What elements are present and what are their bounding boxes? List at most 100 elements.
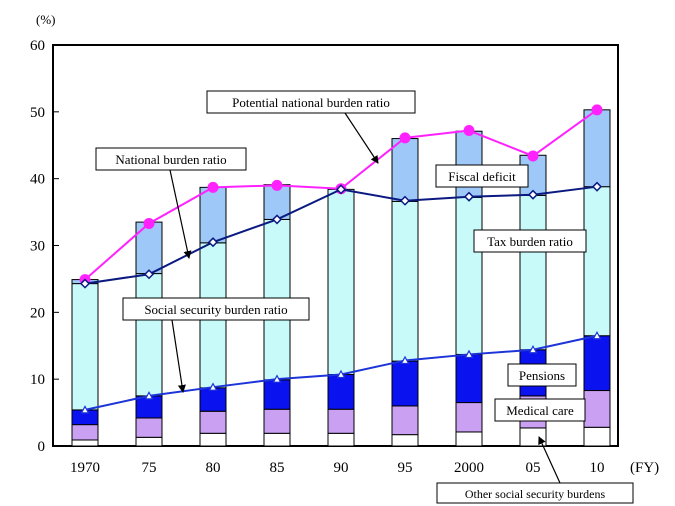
point-national — [463, 191, 475, 202]
y-tick-label: 20 — [30, 305, 45, 321]
social-callout-box — [122, 297, 310, 321]
point-national — [591, 181, 603, 192]
point-potential — [463, 125, 475, 137]
point-social — [272, 374, 282, 383]
bar-segment-deficit — [199, 186, 227, 244]
other-callout-box — [436, 482, 634, 504]
point-social — [400, 355, 410, 365]
bar-segment-medical — [263, 408, 291, 434]
point-social — [592, 330, 602, 340]
x-tick-label: 10 — [590, 460, 605, 476]
y-axis: 0 10 20 30 40 50 60 — [30, 38, 59, 455]
point-potential — [207, 181, 219, 193]
potential-callout-arrow — [344, 112, 379, 164]
y-tick-label: 10 — [30, 372, 45, 388]
point-national — [399, 195, 411, 206]
bar-segment-deficit — [135, 221, 163, 275]
bar-segment-medical — [583, 390, 611, 428]
x-tick-label: 05 — [526, 460, 541, 476]
x-tick-label: 80 — [206, 460, 221, 476]
point-social — [144, 391, 154, 400]
point-potential — [591, 104, 603, 116]
medical-label: Medical care — [506, 403, 574, 418]
tax-label: Tax burden ratio — [487, 234, 573, 249]
point-national — [271, 214, 283, 225]
bar-segment-medical — [199, 410, 227, 434]
national-callout-box — [95, 147, 247, 171]
bar-segment-tax — [519, 194, 547, 351]
x-unit-label: (FY) — [630, 460, 659, 476]
bar-segment-pensions — [391, 360, 419, 407]
point-potential — [271, 179, 283, 191]
point-national — [527, 189, 539, 200]
x-tick-label: 95 — [398, 460, 413, 476]
bar-segment-medical — [391, 405, 419, 436]
bar-segment-medical — [135, 417, 163, 438]
national-callout-label: National burden ratio — [115, 152, 226, 167]
potential-callout-box — [206, 90, 416, 114]
y-tick-label: 0 — [38, 439, 46, 455]
pensions-label: Pensions — [519, 368, 565, 383]
bar-segment-tax — [455, 196, 483, 355]
x-tick-label: 90 — [334, 460, 349, 476]
bar-segment-other — [327, 432, 355, 447]
national-callout-arrow — [169, 169, 192, 259]
point-national — [207, 237, 219, 248]
point-social — [208, 382, 218, 391]
bar-segment-medical — [71, 424, 99, 441]
other-callout-arrow — [538, 436, 561, 484]
bar-segment-tax — [71, 283, 99, 411]
point-social — [464, 349, 474, 359]
point-potential — [143, 217, 155, 229]
y-tick-label: 50 — [30, 105, 45, 121]
point-social — [528, 344, 538, 354]
bar-segment-other — [391, 434, 419, 447]
x-tick-label: 85 — [270, 460, 285, 476]
bar-segment-other — [455, 431, 483, 447]
bar-segment-tax — [327, 188, 355, 375]
x-tick-label: 75 — [142, 460, 157, 476]
bar-segment-medical — [327, 408, 355, 434]
bar-segment-deficit — [583, 109, 611, 188]
bar-segment-deficit — [391, 138, 419, 202]
bar-segment-tax — [583, 186, 611, 337]
point-social — [80, 405, 90, 414]
line-series — [79, 104, 603, 414]
point-potential — [399, 132, 411, 144]
social-callout-label: Social security burden ratio — [144, 302, 287, 317]
x-axis: 1970 75 80 85 90 95 2000 05 10 — [70, 460, 605, 476]
y-tick-label: 40 — [30, 172, 45, 188]
potential-callout-label: Potential national burden ratio — [232, 95, 390, 110]
deficit-label-box — [435, 164, 529, 188]
point-national — [143, 269, 155, 280]
bar-segment-pensions — [327, 373, 355, 410]
bar-segment-other — [583, 426, 611, 447]
bar-segment-other — [135, 436, 163, 447]
y-tick-label: 60 — [30, 38, 45, 54]
point-social — [336, 369, 346, 379]
bar-segment-tax — [391, 200, 419, 362]
y-unit-label: (%) — [36, 12, 56, 27]
social-callout-arrow — [171, 319, 186, 393]
tax-label-box — [473, 229, 587, 253]
bar-segment-pensions — [583, 335, 611, 392]
bar-segment-medical — [455, 402, 483, 433]
bar-segment-other — [263, 432, 291, 447]
point-potential — [527, 150, 539, 162]
medical-label-box — [494, 398, 586, 422]
point-national — [79, 278, 91, 289]
deficit-label: Fiscal deficit — [448, 169, 516, 184]
bar-segment-pensions — [455, 353, 483, 404]
other-callout-label: Other social security burdens — [465, 487, 606, 501]
bar-segment-pensions — [199, 387, 227, 412]
bar-segment-other — [71, 439, 99, 447]
pensions-label-box — [507, 363, 577, 387]
bar-segment-other — [199, 432, 227, 447]
point-national — [335, 184, 347, 195]
x-tick-label: 2000 — [454, 460, 484, 476]
bar-segment-pensions — [263, 379, 291, 410]
bar-segment-tax — [135, 273, 163, 397]
y-tick-label: 30 — [30, 239, 45, 255]
x-tick-label: 1970 — [70, 460, 100, 476]
